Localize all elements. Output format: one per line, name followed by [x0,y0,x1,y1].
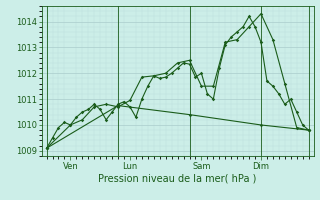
X-axis label: Pression niveau de la mer( hPa ): Pression niveau de la mer( hPa ) [99,173,257,183]
